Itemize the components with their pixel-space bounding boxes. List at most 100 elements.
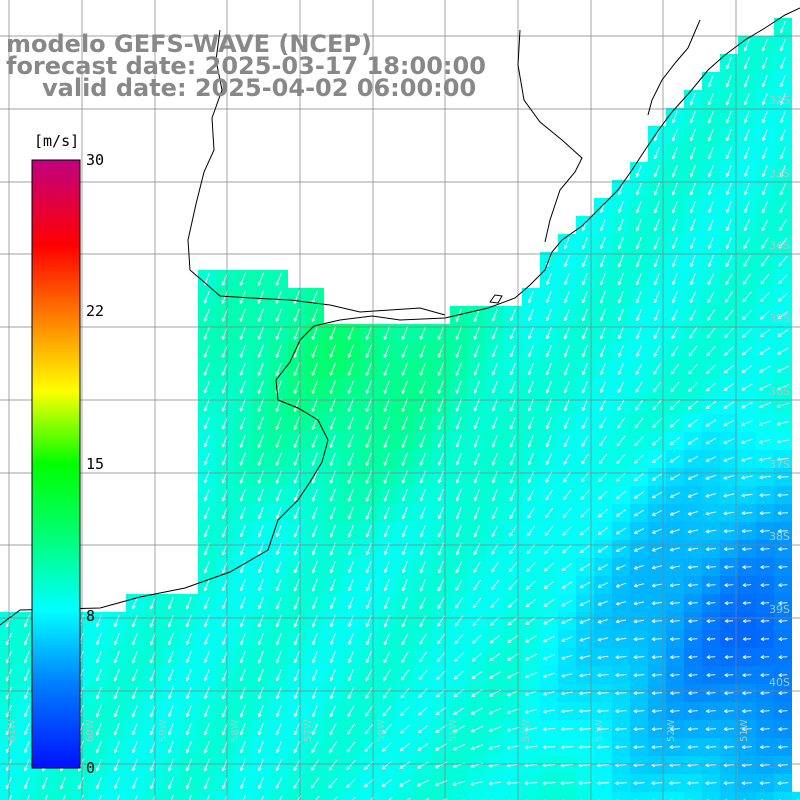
wind-arrow [365,687,373,699]
wind-arrow [741,346,753,356]
wind-arrow [242,795,246,800]
wind-arrow [633,637,645,642]
wind-arrow [509,434,516,448]
wind-arrow [275,723,282,736]
wind-arrow [743,110,750,124]
wind-cell [378,792,396,800]
wind-arrow [473,308,480,322]
wind-arrow [633,745,645,750]
wind-arrow [707,146,714,160]
wind-arrow [203,615,210,628]
wind-arrow [778,673,788,678]
wind-arrow [419,596,427,610]
wind-arrow [275,326,282,340]
wind-arrow [669,455,681,463]
wind-arrow [760,583,770,588]
wind-arrow [617,272,624,286]
wind-arrow [506,745,520,750]
wind-arrow [365,452,372,466]
wind-arrow [742,709,752,714]
wind-arrow [617,381,625,393]
wind-arrow [149,776,156,790]
wind-arrow [131,632,138,646]
wind-arrow [131,704,138,718]
wind-arrow [599,381,606,394]
wind-arrow [506,781,520,786]
wind-arrow [185,705,192,718]
wind-arrow [778,637,788,642]
wind-arrow [203,434,210,448]
wind-arrow [741,493,753,498]
wind-arrow [758,420,771,426]
wind-arrow [383,524,390,538]
wind-arrow [23,686,30,700]
wind-arrow [581,272,588,286]
wind-arrow [723,745,735,750]
wind-arrow [599,363,606,376]
wind-arrow [563,398,570,412]
wind-arrow [779,20,786,34]
wind-arrow [671,218,678,232]
wind-arrow [491,344,498,358]
wind-arrow [615,637,627,642]
wind-arrow [257,723,264,736]
wind-arrow [221,380,228,394]
wind-arrow [221,704,228,718]
wind-cell [414,792,432,800]
wind-arrow [275,596,282,610]
wind-arrow [761,237,769,249]
wind-arrow [383,488,390,502]
wind-arrow [239,740,246,754]
wind-arrow [365,398,372,412]
wind-arrow [405,797,411,800]
wind-arrow [689,255,696,268]
wind-arrow [417,761,429,769]
wind-arrow [687,492,699,498]
wind-arrow [545,489,553,501]
wind-arrow [508,543,517,555]
wind-arrow [419,578,426,592]
wind-arrow [581,362,588,376]
wind-arrow [778,565,788,570]
wind-arrow [488,744,502,750]
wind-arrow [346,741,356,753]
wind-arrow [347,524,354,538]
wind-arrow [669,601,680,606]
wind-arrow [506,726,520,732]
wind-arrow [707,219,714,232]
wind-arrow [329,362,336,376]
wind-arrow [761,219,769,232]
wind-arrow [437,362,444,376]
wind-arrow [239,759,246,772]
wind-arrow [671,345,679,357]
wind-arrow [329,416,336,430]
wind-arrow [527,344,534,358]
wind-arrow [688,709,698,714]
wind-arrow [760,565,770,570]
wind-arrow [329,669,336,682]
wind-arrow [615,527,627,535]
wind-arrow [508,561,518,573]
wind-arrow [562,489,572,501]
wind-arrow [743,56,750,70]
wind-arrow [383,398,390,412]
wind-arrow [633,781,645,786]
wind-arrow [275,362,282,376]
wind-arrow [221,740,228,754]
wind-arrow [760,255,770,267]
wind-arrow [167,596,174,610]
wind-arrow [615,745,627,750]
wind-arrow [239,615,246,628]
wind-arrow [724,619,734,624]
wind-arrow [542,727,556,732]
wind-arrow [653,327,660,339]
wind-arrow [347,452,354,466]
wind-arrow [419,560,426,574]
wind-arrow [705,382,717,392]
wind-arrow [311,633,318,646]
wind-arrow [759,328,771,338]
wind-arrow [311,308,318,322]
wind-arrow [23,759,30,772]
wind-arrow [671,200,678,214]
wind-arrow [452,725,465,733]
